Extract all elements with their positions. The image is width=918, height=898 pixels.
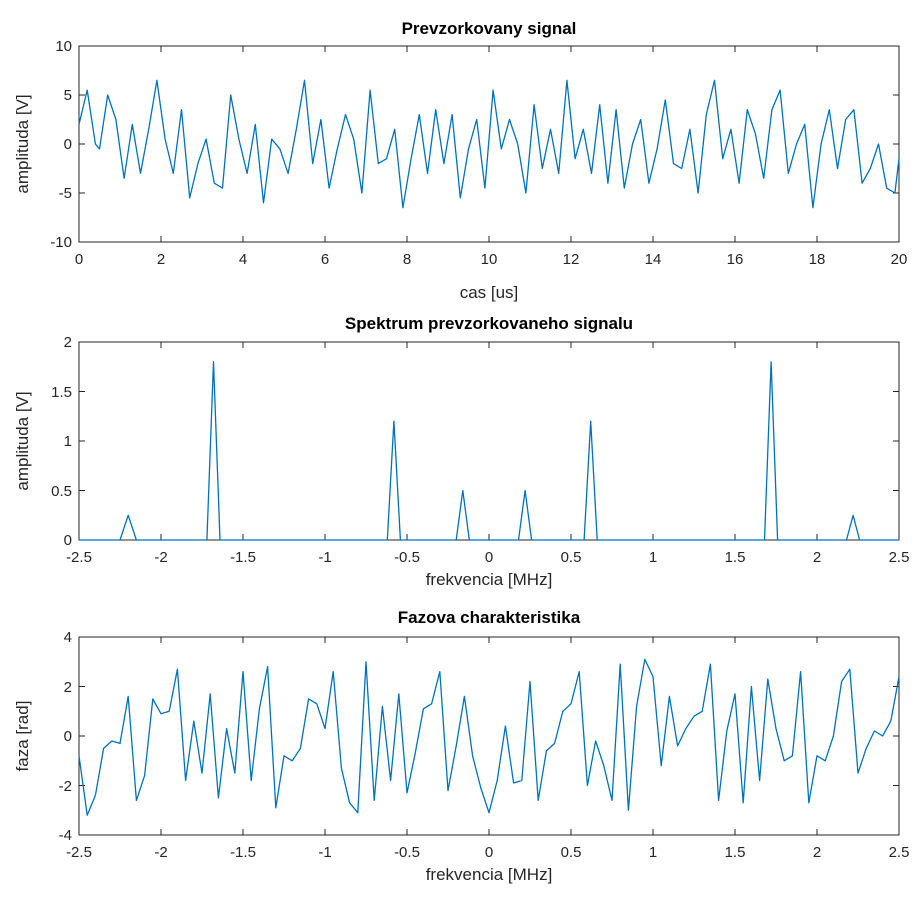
- subplot-signal-tick-marks: [78, 45, 900, 243]
- x-tick-label: -2: [154, 549, 167, 566]
- subplot-spectrum-ylabel: amplituda [V]: [13, 391, 32, 490]
- x-tick-label: 2: [813, 549, 821, 566]
- y-tick-label: 4: [64, 629, 72, 646]
- subplot-phase-tick-marks: [78, 636, 900, 836]
- x-tick-label: -2.5: [66, 549, 92, 566]
- x-tick-label: 16: [727, 251, 744, 268]
- subplot-phase-ylabel: faza [rad]: [13, 701, 32, 772]
- subplot-signal-x-ticks: 0 2 4 6 8 10 12 14 16 18 20: [75, 251, 908, 268]
- subplot-phase-axes: [78, 636, 900, 836]
- x-tick-label: 2: [813, 844, 821, 861]
- x-tick-label: -1.5: [230, 844, 256, 861]
- x-tick-label: 1.5: [725, 549, 746, 566]
- x-tick-label: -2.5: [66, 844, 92, 861]
- y-tick-label: -2: [59, 778, 72, 795]
- y-tick-label: 0: [64, 728, 72, 745]
- subplot-phase-y-ticks: -4 -2 0 2 4: [59, 629, 72, 844]
- subplot-phase-x-ticks: -2.5 -2 -1.5 -1 -0.5 0 0.5 1 1.5 2 2.5: [66, 844, 909, 861]
- y-tick-label: 2: [64, 334, 72, 351]
- y-tick-label: 5: [64, 87, 72, 104]
- x-tick-label: 6: [321, 251, 329, 268]
- x-tick-label: 4: [239, 251, 247, 268]
- x-tick-label: 1.5: [725, 844, 746, 861]
- y-tick-label: 1.5: [51, 384, 72, 401]
- subplot-phase: Fazova charakteristika -2.5 -2 -1.5 -1 -…: [13, 608, 909, 884]
- y-tick-label: 1: [64, 433, 72, 450]
- y-tick-label: 0: [64, 136, 72, 153]
- subplot-signal: Prevzorkovany signal 0 2 4 6 8 10 12 14 …: [13, 19, 907, 302]
- x-tick-label: 10: [481, 251, 498, 268]
- x-tick-label: 1: [649, 549, 657, 566]
- subplot-signal-ylabel: amplituda [V]: [13, 94, 32, 193]
- subplot-signal-series-line: [78, 79, 900, 209]
- x-tick-label: 20: [891, 251, 908, 268]
- x-tick-label: 2.5: [889, 844, 910, 861]
- subplot-spectrum-y-ticks: 0 0.5 1 1.5 2: [51, 334, 72, 549]
- x-tick-label: 0: [75, 251, 83, 268]
- x-tick-label: 14: [645, 251, 662, 268]
- x-tick-label: -1.5: [230, 549, 256, 566]
- y-tick-label: 0: [64, 532, 72, 549]
- x-tick-label: 2: [157, 251, 165, 268]
- subplot-signal-title: Prevzorkovany signal: [402, 19, 577, 38]
- x-tick-label: -1: [318, 549, 331, 566]
- x-tick-label: 12: [563, 251, 580, 268]
- x-tick-label: 18: [809, 251, 826, 268]
- x-tick-label: -0.5: [394, 844, 420, 861]
- x-tick-label: 0: [485, 549, 493, 566]
- subplot-spectrum-tick-marks: [78, 341, 900, 541]
- subplot-spectrum: Spektrum prevzorkovaneho signalu -2.5 -2…: [13, 314, 909, 589]
- subplot-spectrum-x-ticks: -2.5 -2 -1.5 -1 -0.5 0 0.5 1 1.5 2 2.5: [66, 549, 909, 566]
- x-tick-label: -1: [318, 844, 331, 861]
- x-tick-label: -2: [154, 844, 167, 861]
- x-tick-label: 0.5: [561, 549, 582, 566]
- subplot-spectrum-title: Spektrum prevzorkovaneho signalu: [345, 314, 633, 333]
- y-tick-label: -4: [59, 827, 72, 844]
- x-tick-label: 0: [485, 844, 493, 861]
- subplot-signal-y-ticks: -10 -5 0 5 10: [50, 38, 72, 251]
- y-tick-label: 0.5: [51, 483, 72, 500]
- subplot-phase-series-line: [78, 658, 900, 816]
- y-tick-label: 2: [64, 679, 72, 696]
- subplot-spectrum-xlabel: frekvencia [MHz]: [426, 570, 553, 589]
- y-tick-label: -10: [50, 234, 72, 251]
- subplot-phase-xlabel: frekvencia [MHz]: [426, 865, 553, 884]
- x-tick-label: 0.5: [561, 844, 582, 861]
- subplot-spectrum-axes: [78, 341, 900, 541]
- x-tick-label: 8: [403, 251, 411, 268]
- x-tick-label: 1: [649, 844, 657, 861]
- y-tick-label: 10: [55, 38, 72, 55]
- x-tick-label: 2.5: [889, 549, 910, 566]
- x-tick-label: -0.5: [394, 549, 420, 566]
- y-tick-label: -5: [59, 185, 72, 202]
- subplot-spectrum-series-line: [79, 361, 899, 541]
- subplot-signal-xlabel: cas [us]: [460, 283, 519, 302]
- subplot-phase-title: Fazova charakteristika: [398, 608, 581, 627]
